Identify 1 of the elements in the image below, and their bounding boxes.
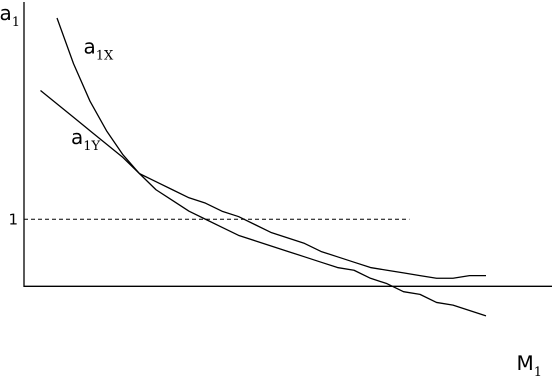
text: 1 [8, 210, 18, 228]
